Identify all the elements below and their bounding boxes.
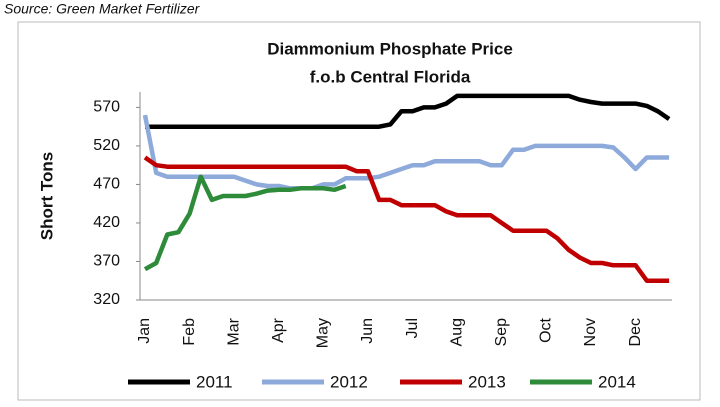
x-tick-label: Dec (627, 318, 644, 346)
chart-frame (17, 21, 701, 401)
source-note: Source: Green Market Fertilizer (4, 1, 201, 17)
legend-label: 2011 (196, 372, 233, 391)
x-tick-label: Apr (270, 317, 287, 343)
series-line (143, 174, 347, 272)
chart-title: Diammonium Phosphate Price (267, 39, 513, 58)
x-tick-label: Nov (582, 318, 599, 346)
x-tick-label: Sep (493, 318, 510, 347)
x-tick-label: Jul (404, 318, 421, 338)
series-line (142, 114, 670, 191)
y-tick-label: 520 (93, 137, 120, 154)
y-tick-label: 470 (93, 176, 120, 193)
y-axis-label: Short Tons (37, 152, 56, 240)
series-line (143, 155, 670, 283)
x-tick-label: Jun (359, 318, 376, 344)
chart-subtitle: f.o.b Central Florida (310, 67, 471, 86)
x-tick-label: Oct (538, 317, 555, 342)
legend-label: 2012 (330, 372, 368, 391)
series-line (145, 93, 671, 129)
legend-label: 2014 (598, 372, 636, 391)
x-tick-label: May (315, 318, 332, 348)
y-tick-label: 370 (93, 253, 120, 270)
x-tick-label: Jan (136, 318, 153, 344)
y-tick-label: 320 (93, 291, 120, 308)
x-tick-label: Feb (181, 318, 198, 346)
x-tick-label: Mar (225, 317, 242, 345)
y-tick-label: 570 (93, 99, 120, 116)
legend-label: 2013 (468, 372, 506, 391)
y-tick-label: 420 (93, 214, 120, 231)
x-tick-label: Aug (448, 318, 465, 346)
